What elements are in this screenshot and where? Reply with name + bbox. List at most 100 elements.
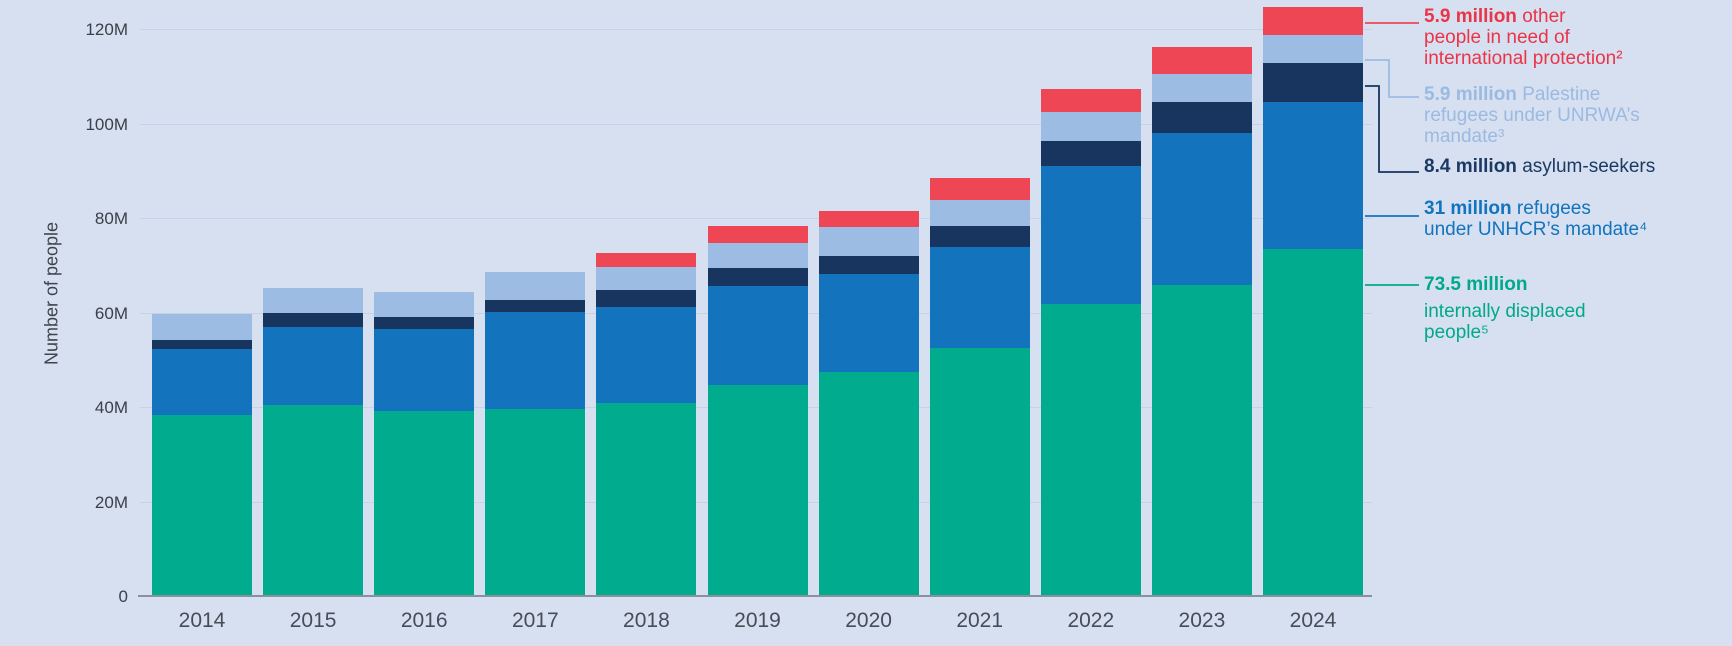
x-tick-label-2019: 2019 <box>734 609 781 632</box>
legend-text-line: refugees under UNRWA’s <box>1424 105 1640 126</box>
bar-segment-2015-idp <box>263 405 364 596</box>
bar-segment-2022-other <box>1040 88 1141 112</box>
legend-entry-asylum: 8.4 million asylum-seekers <box>1424 156 1655 177</box>
x-tick-label-2022: 2022 <box>1067 609 1115 632</box>
bar-segment-2020-asylum <box>818 255 919 275</box>
bar-2020 <box>818 210 919 596</box>
bar-2021 <box>929 178 1030 596</box>
legend-text-line: mandate³ <box>1424 126 1505 147</box>
bar-segment-2024-unrwa <box>1263 34 1363 63</box>
bar-segment-2023-other <box>1151 47 1252 74</box>
bar-2018 <box>596 252 697 597</box>
y-tick-label: 80M <box>94 209 128 228</box>
bar-segment-2023-refugees <box>1151 133 1252 286</box>
legend-text-line: 5.9 million other <box>1424 6 1566 27</box>
y-tick-label: 60M <box>94 303 128 323</box>
bar-segment-2018-asylum <box>596 289 697 307</box>
bar-segment-2022-idp <box>1040 304 1141 596</box>
bar-segment-2019-asylum <box>707 267 808 287</box>
bar-segment-2021-refugees <box>929 246 1030 349</box>
bar-segment-2021-asylum <box>929 226 1030 247</box>
bar-segment-2024-refugees <box>1263 102 1363 249</box>
y-tick-label: 0 <box>118 587 128 606</box>
bar-segment-2017-asylum <box>485 300 586 313</box>
bar-segment-2024-idp <box>1263 248 1363 596</box>
x-tick-label-2017: 2017 <box>511 609 559 632</box>
legend-text-line: under UNHCR’s mandate⁴ <box>1424 219 1648 240</box>
y-tick-label: 120M <box>85 20 128 39</box>
bar-segment-2021-unrwa <box>929 199 1030 227</box>
bar-segment-2021-other <box>929 178 1030 200</box>
bar-segment-2022-refugees <box>1040 166 1141 305</box>
leader-line-unrwa <box>1365 59 1419 98</box>
bar-segment-2014-asylum <box>152 339 252 349</box>
bar-segment-2020-unrwa <box>818 227 919 256</box>
x-tick-label-2024: 2024 <box>1289 609 1337 632</box>
legend-entry-other: 5.9 million other people in need of intern… <box>1424 6 1623 69</box>
legend-text-line: people⁵ <box>1424 322 1489 343</box>
bar-segment-2014-idp <box>152 414 252 596</box>
bar-segment-2024-asylum <box>1263 62 1363 103</box>
bar-segment-2019-unrwa <box>707 242 808 268</box>
y-tick-label: 20M <box>94 492 128 512</box>
legend-entry-idp: 73.5 million internally displaced people⁵ <box>1424 274 1586 343</box>
bar-segment-2018-idp <box>596 403 697 597</box>
x-tick-label-2018: 2018 <box>623 609 670 632</box>
bar-segment-2017-unrwa <box>485 272 586 301</box>
bar-2014 <box>152 314 252 596</box>
x-tick-label-2023: 2023 <box>1178 609 1226 632</box>
bar-segment-2023-idp <box>1151 285 1252 596</box>
gridline-120M <box>140 29 1372 30</box>
legend-text-line: internally displaced <box>1424 301 1586 322</box>
gridline-100M <box>140 123 1372 125</box>
bar-segment-2021-idp <box>929 348 1030 596</box>
bar-2022 <box>1040 88 1141 597</box>
bar-segment-2017-idp <box>485 408 586 596</box>
bar-segment-2018-refugees <box>596 306 697 404</box>
x-tick-label-2016: 2016 <box>400 609 448 632</box>
bar-segment-2017-refugees <box>485 312 586 409</box>
x-tick-label-2015: 2015 <box>289 609 337 632</box>
bar-2016 <box>374 291 475 596</box>
bar-segment-2016-asylum <box>374 316 475 329</box>
bar-segment-2016-idp <box>374 410 475 596</box>
bar-segment-2019-other <box>707 226 808 243</box>
legend-text-line: 5.9 million Palestine <box>1424 84 1601 105</box>
bar-2024 <box>1263 6 1363 596</box>
legend-text-line: people in need of <box>1424 27 1570 48</box>
x-tick-label-2021: 2021 <box>956 609 1004 632</box>
legend-text-line: 8.4 million asylum-seekers <box>1424 156 1656 177</box>
bar-segment-2014-unrwa <box>152 314 252 340</box>
bar-segment-2020-other <box>818 210 919 228</box>
legend-text-line: international protection² <box>1424 48 1623 69</box>
bar-segment-2022-asylum <box>1040 140 1141 167</box>
bar-segment-2020-idp <box>818 372 919 596</box>
bar-segment-2019-idp <box>707 384 808 596</box>
bar-segment-2018-unrwa <box>596 266 697 290</box>
x-axis-baseline <box>138 595 1372 597</box>
legend-entry-unrwa: 5.9 million Palestine refugees under UNRW… <box>1424 84 1640 147</box>
legend-text-line: 73.5 million <box>1424 274 1528 295</box>
bar-2019 <box>707 226 808 596</box>
legend-text-line: 31 million refugees <box>1424 198 1591 219</box>
bar-segment-2016-refugees <box>374 328 475 411</box>
bar-2015 <box>263 287 364 597</box>
bar-segment-2014-refugees <box>152 348 252 415</box>
y-axis-title: Number of people <box>41 221 62 366</box>
bar-segment-2023-asylum <box>1151 102 1252 134</box>
bar-segment-2023-unrwa <box>1151 73 1252 103</box>
bar-segment-2022-unrwa <box>1040 111 1141 141</box>
y-tick-label: 100M <box>85 114 128 134</box>
bar-segment-2015-refugees <box>263 327 364 406</box>
bar-segment-2020-refugees <box>818 274 919 373</box>
bar-segment-2016-unrwa <box>374 291 475 317</box>
bar-2017 <box>485 272 586 596</box>
x-tick-label-2014: 2014 <box>178 609 226 632</box>
bar-segment-2015-asylum <box>263 312 364 328</box>
bar-segment-2018-other <box>596 252 697 267</box>
leader-line-asylum <box>1365 85 1419 173</box>
bar-2023 <box>1151 47 1252 596</box>
legend-entry-refugees: 31 million refugees under UNHCR’s mandate… <box>1424 198 1647 240</box>
x-tick-label-2020: 2020 <box>845 609 892 632</box>
